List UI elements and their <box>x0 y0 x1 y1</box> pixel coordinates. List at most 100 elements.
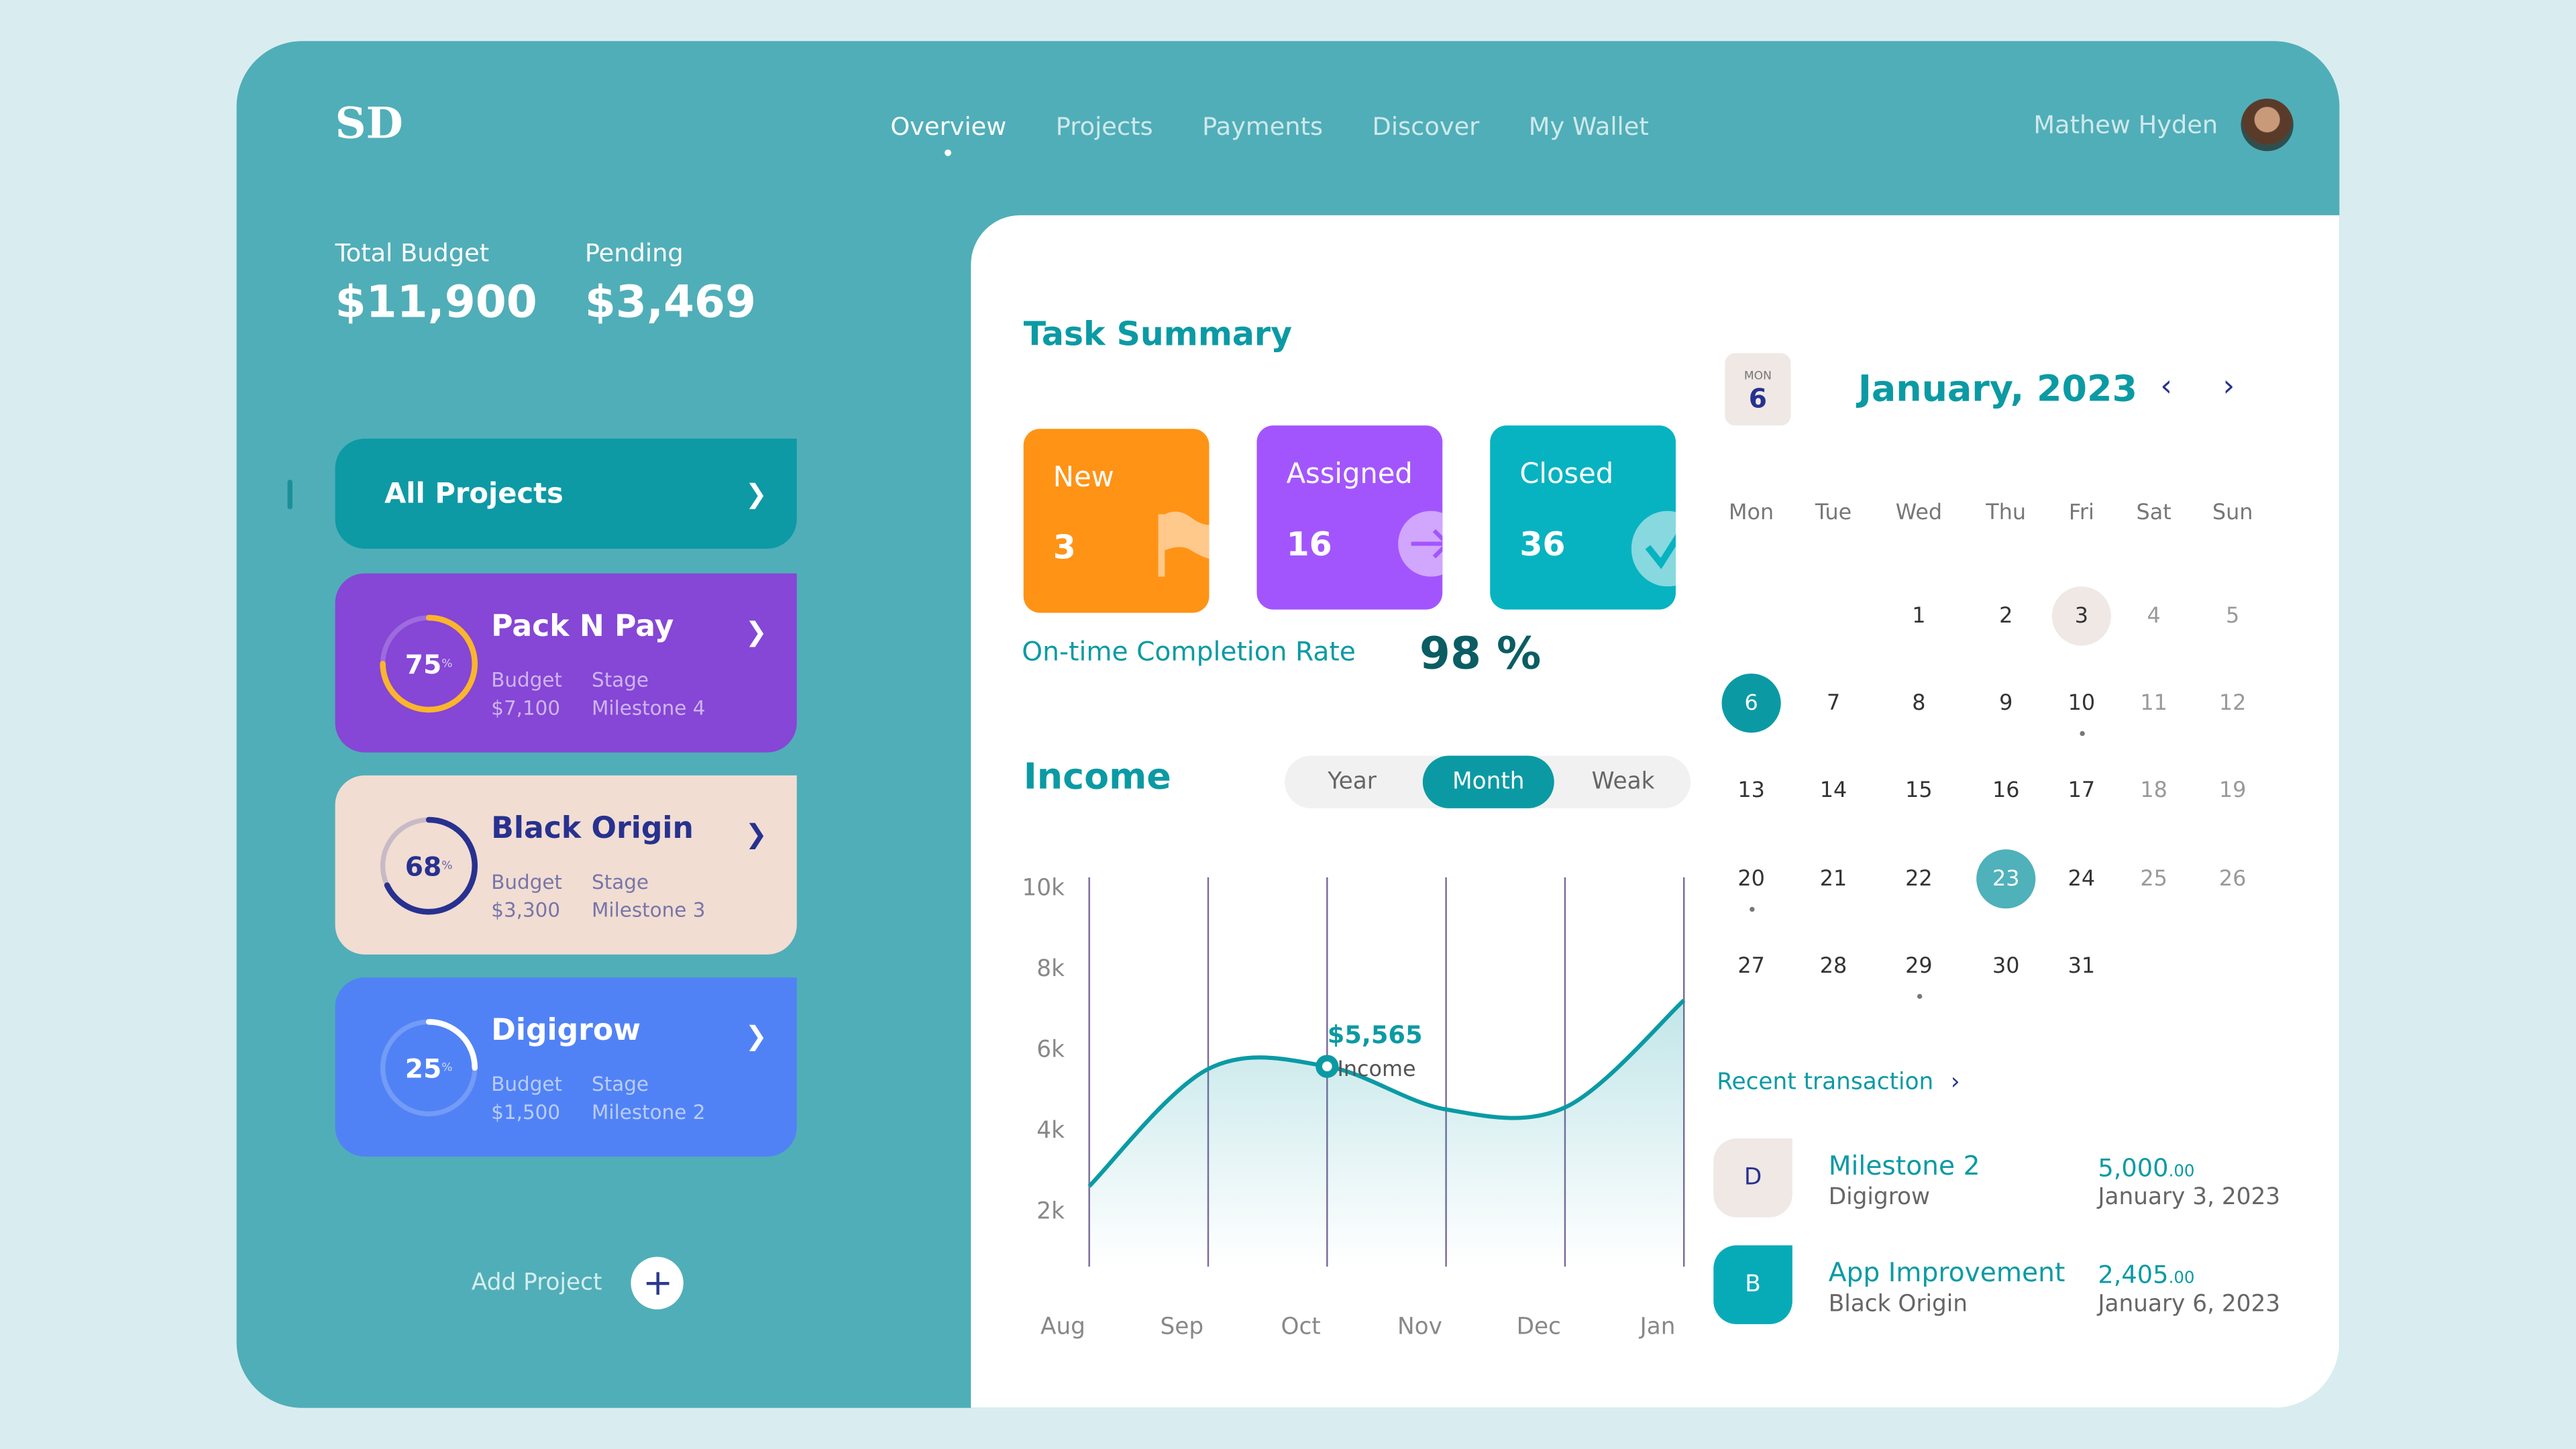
calendar-day[interactable]: 2 <box>1999 604 2013 629</box>
nav-discover[interactable]: Discover <box>1372 111 1480 142</box>
nav-my-wallet[interactable]: My Wallet <box>1528 111 1649 142</box>
tab-year[interactable]: Year <box>1328 769 1377 796</box>
total-budget: Total Budget $11,900 <box>335 238 537 329</box>
progress-ring <box>380 614 478 713</box>
plus-icon[interactable]: + <box>631 1256 684 1309</box>
income-chart: Aug Sep Oct Nov Dec Jan 10k 8k 6k 4k 2k <box>1022 875 1686 1340</box>
calendar-day[interactable]: 10 <box>2052 674 2111 737</box>
weekday-label: Thu <box>1986 500 2027 526</box>
transaction-amount: 5,000.00 <box>2098 1153 2195 1183</box>
calendar-day[interactable]: 27 <box>1737 953 1765 979</box>
user-menu[interactable]: Mathew Hyden <box>2033 98 2294 152</box>
calendar-day[interactable]: 12 <box>2218 690 2247 716</box>
calendar-day[interactable]: 11 <box>2140 690 2167 716</box>
logo: SD <box>335 100 403 150</box>
calendar-day[interactable]: 9 <box>1999 690 2013 716</box>
nav-projects[interactable]: Projects <box>1055 111 1153 142</box>
transaction-date: January 6, 2023 <box>2098 1291 2281 1318</box>
transaction-date: January 3, 2023 <box>2098 1184 2281 1211</box>
weekday-label: Mon <box>1729 500 1774 526</box>
calendar-day[interactable]: 8 <box>1912 690 1926 716</box>
calendar-day[interactable]: 24 <box>2068 866 2096 892</box>
chevron-left-icon[interactable]: ‹ <box>2160 370 2173 405</box>
nav-payments[interactable]: Payments <box>1202 111 1324 142</box>
task-label: Assigned <box>1286 458 1413 492</box>
budget-label: Budget <box>491 870 562 894</box>
task-card-assigned[interactable]: Assigned 16 <box>1256 425 1443 610</box>
calendar-day[interactable]: 19 <box>2218 777 2247 803</box>
chevron-right-icon: › <box>1950 1069 1960 1096</box>
calendar-day[interactable]: 3 <box>2051 586 2111 646</box>
calendar-day[interactable]: 6 <box>1721 674 1781 733</box>
calendar-day[interactable]: 4 <box>2147 604 2161 629</box>
badge-date: 6 <box>1748 382 1768 415</box>
project-name: Digigrow <box>491 1014 641 1049</box>
calendar-day[interactable]: 23 <box>1976 849 2036 909</box>
add-project-label: Add Project <box>471 1270 602 1297</box>
total-budget-value: $11,900 <box>335 277 537 329</box>
transaction-item[interactable]: B App Improvement Black Origin 2,405.00 … <box>1713 1245 2305 1327</box>
calendar-day[interactable]: 26 <box>2218 866 2247 892</box>
transaction-title: Milestone 2 <box>1828 1150 1980 1181</box>
calendar-day[interactable]: 21 <box>1819 866 1847 892</box>
task-count: 3 <box>1053 527 1076 567</box>
add-project[interactable]: Add Project + <box>472 1256 684 1309</box>
total-budget-label: Total Budget <box>335 238 490 268</box>
task-card-closed[interactable]: Closed 36 <box>1490 425 1676 610</box>
transaction-amount: 2,405.00 <box>2098 1260 2195 1290</box>
x-tick-label: Dec <box>1517 1313 1561 1340</box>
calendar-month-title: January, 2023 <box>1858 370 2137 411</box>
calendar-day[interactable]: 20 <box>1722 849 1781 912</box>
calendar-day[interactable]: 29 <box>1889 936 1948 999</box>
task-summary-title: Task Summary <box>1023 313 1293 354</box>
calendar-day[interactable]: 16 <box>1992 777 2020 803</box>
dashboard-window: SD Overview Projects Payments Discover M… <box>236 41 2340 1408</box>
calendar-day[interactable]: 22 <box>1905 866 1933 892</box>
calendar-day[interactable]: 18 <box>2140 777 2167 803</box>
tooltip-label: Income <box>1337 1058 1416 1083</box>
y-tick-label: 4k <box>1036 1117 1065 1144</box>
project-card[interactable]: 25% Digigrow Budget $1,500 Stage Milestone… <box>335 977 797 1157</box>
nav-overview[interactable]: Overview <box>890 111 1007 156</box>
completion-label: On-time Completion Rate <box>1022 635 1356 667</box>
calendar-day[interactable]: 15 <box>1905 777 1933 803</box>
calendar-day[interactable]: 5 <box>2226 604 2240 629</box>
chevron-right-icon: ❯ <box>745 616 767 647</box>
calendar-day[interactable]: 17 <box>2068 777 2096 803</box>
progress-ring <box>380 1018 478 1117</box>
pending-label: Pending <box>584 238 684 268</box>
project-card[interactable]: 68% Black Origin Budget $3,300 Stage Miles… <box>335 775 797 955</box>
stage-value: Milestone 2 <box>592 1100 706 1124</box>
task-card-new[interactable]: New 3 <box>1023 429 1210 613</box>
tab-weak[interactable]: Weak <box>1591 769 1655 796</box>
stage-value: Milestone 4 <box>592 696 706 720</box>
user-name: Mathew Hyden <box>2033 110 2218 140</box>
recent-transaction-link[interactable]: Recent transaction › <box>1717 1069 1960 1095</box>
all-projects-button[interactable]: All Projects ❯ <box>335 438 797 549</box>
stage-label: Stage <box>592 668 649 692</box>
project-card[interactable]: 75% Pack N Pay Budget $7,100 Stage Milesto… <box>335 573 797 753</box>
calendar-day[interactable]: 30 <box>1992 953 2020 979</box>
calendar-day[interactable]: 25 <box>2140 866 2167 892</box>
transaction-item[interactable]: D Milestone 2 Digigrow 5,000.00 January … <box>1713 1138 2305 1220</box>
progress-percent: 68% <box>405 850 453 881</box>
stage-value: Milestone 3 <box>592 898 706 922</box>
tab-month[interactable]: Month <box>1422 755 1554 808</box>
income-period-toggle: Year Month Weak <box>1285 755 1691 808</box>
calendar-day[interactable]: 1 <box>1912 604 1926 629</box>
x-tick-label: Oct <box>1281 1313 1320 1340</box>
chevron-right-icon: ❯ <box>745 1020 767 1052</box>
y-tick-label: 10k <box>1022 875 1065 902</box>
calendar-date-badge: MON 6 <box>1725 353 1791 426</box>
y-tick-label: 6k <box>1036 1036 1065 1063</box>
calendar-day[interactable]: 13 <box>1737 777 1765 803</box>
project-name: Pack N Pay <box>491 609 674 645</box>
calendar-day[interactable]: 7 <box>1826 690 1841 716</box>
x-tick-label: Nov <box>1397 1313 1442 1340</box>
calendar-day[interactable]: 31 <box>2068 953 2096 979</box>
pending-value: $3,469 <box>584 277 757 329</box>
avatar[interactable] <box>2241 98 2294 152</box>
chevron-right-icon[interactable]: › <box>2222 370 2235 405</box>
calendar-day[interactable]: 14 <box>1819 777 1847 803</box>
calendar-day[interactable]: 28 <box>1819 953 1847 979</box>
